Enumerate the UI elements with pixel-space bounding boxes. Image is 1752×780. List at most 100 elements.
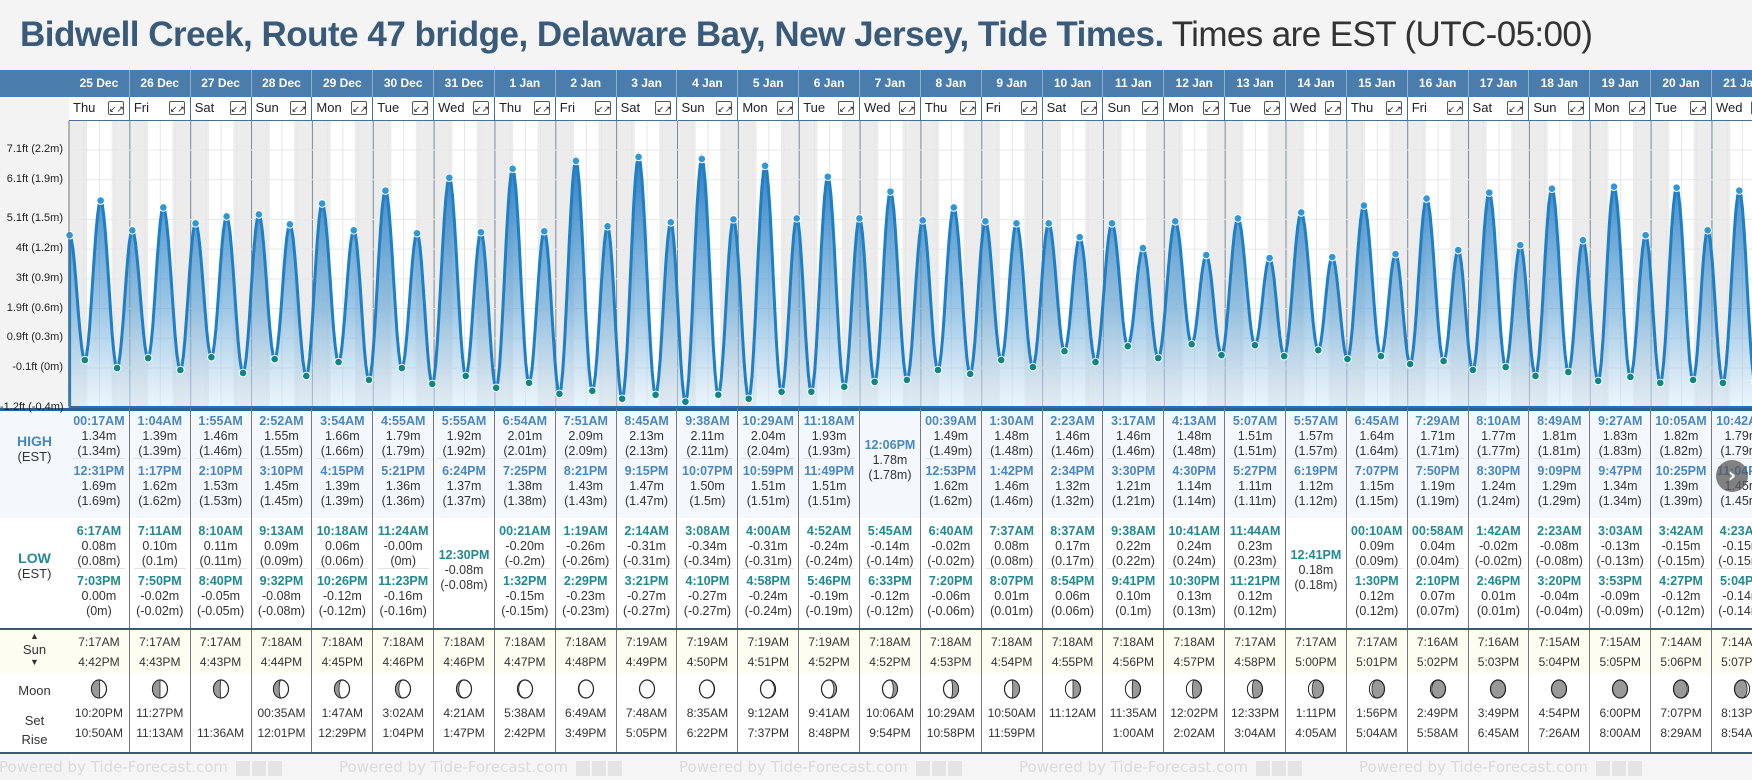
low-tide-point[interactable] — [588, 386, 597, 396]
low-tide-point[interactable] — [461, 371, 471, 381]
low-tide-point[interactable] — [176, 365, 185, 375]
low-tide-point[interactable] — [397, 363, 407, 373]
low-tide-point[interactable] — [364, 375, 374, 385]
high-tide-point[interactable] — [127, 225, 137, 235]
low-tide-point[interactable] — [524, 378, 534, 388]
high-tide-point[interactable] — [381, 186, 390, 195]
low-tide-point[interactable] — [996, 355, 1006, 365]
low-tide-point[interactable] — [1593, 376, 1603, 386]
next-arrow-button[interactable]: › — [1716, 460, 1748, 492]
high-tide-point[interactable] — [697, 154, 707, 164]
low-tide-point[interactable] — [902, 375, 912, 385]
low-tide-point[interactable] — [270, 354, 279, 364]
high-tide-point[interactable] — [317, 199, 327, 208]
low-tide-point[interactable] — [713, 390, 723, 400]
high-tide-point[interactable] — [1484, 188, 1494, 197]
high-tide-point[interactable] — [855, 214, 864, 223]
low-tide-point[interactable] — [1123, 341, 1133, 351]
low-tide-point[interactable] — [334, 357, 343, 367]
expand-icon[interactable]: ↙↗ — [351, 101, 367, 115]
expand-icon[interactable]: ↙↗ — [838, 101, 854, 115]
expand-icon[interactable]: ↙↗ — [1324, 101, 1341, 115]
low-tide-point[interactable] — [1439, 356, 1448, 366]
low-tide-point[interactable] — [1343, 354, 1352, 364]
low-tide-point[interactable] — [1187, 339, 1196, 349]
high-tide-point[interactable] — [792, 214, 802, 223]
low-tide-point[interactable] — [1718, 378, 1728, 388]
low-tide-point[interactable] — [681, 397, 690, 407]
expand-icon[interactable]: ↙↗ — [1142, 101, 1158, 115]
low-tide-point[interactable] — [555, 389, 564, 399]
expand-icon[interactable]: ↙↗ — [1203, 101, 1219, 115]
expand-icon[interactable]: ↙↗ — [594, 101, 611, 115]
high-tide-point[interactable] — [886, 187, 895, 196]
high-tide-point[interactable] — [571, 156, 581, 166]
expand-icon[interactable]: ↙↗ — [716, 101, 732, 115]
low-tide-point[interactable] — [1250, 340, 1260, 350]
sun-label[interactable]: ▲ Sun ▼ — [0, 630, 69, 669]
high-tide-point[interactable] — [1265, 253, 1274, 263]
expand-icon[interactable]: ↙↗ — [1446, 101, 1463, 115]
low-tide-point[interactable] — [112, 363, 122, 373]
low-tide-point[interactable] — [777, 387, 786, 397]
expand-icon[interactable]: ↙↗ — [1507, 101, 1523, 115]
high-tide-point[interactable] — [1609, 182, 1619, 191]
expand-icon[interactable]: ↙↗ — [472, 101, 489, 115]
low-tide-point[interactable] — [1091, 357, 1100, 367]
low-tide-point[interactable] — [1313, 345, 1323, 355]
high-tide-point[interactable] — [760, 161, 770, 171]
high-tide-point[interactable] — [1515, 240, 1525, 250]
low-tide-point[interactable] — [1501, 362, 1510, 372]
high-tide-point[interactable] — [603, 222, 612, 231]
low-tide-point[interactable] — [1531, 371, 1540, 381]
high-tide-point[interactable] — [254, 210, 264, 219]
low-tide-point[interactable] — [238, 368, 248, 378]
high-tide-point[interactable] — [1107, 219, 1117, 228]
high-tide-point[interactable] — [1422, 194, 1431, 203]
expand-icon[interactable]: ↙↗ — [412, 101, 428, 115]
high-tide-point[interactable] — [1170, 217, 1180, 226]
low-tide-point[interactable] — [491, 383, 501, 393]
high-tide-point[interactable] — [159, 203, 168, 212]
low-tide-point[interactable] — [839, 382, 849, 392]
low-tide-point[interactable] — [870, 377, 879, 387]
low-tide-point[interactable] — [965, 369, 975, 379]
high-tide-point[interactable] — [729, 215, 738, 224]
high-tide-point[interactable] — [1359, 201, 1369, 210]
low-tide-point[interactable] — [1028, 362, 1038, 372]
high-tide-point[interactable] — [412, 228, 422, 238]
expand-icon[interactable]: ↙↗ — [229, 101, 246, 115]
expand-icon[interactable]: ↙↗ — [777, 101, 793, 115]
high-tide-point[interactable] — [1547, 184, 1557, 193]
low-tide-point[interactable] — [617, 394, 627, 404]
high-tide-point[interactable] — [1703, 225, 1712, 235]
low-tide-point[interactable] — [744, 394, 753, 404]
high-tide-point[interactable] — [634, 152, 643, 162]
expand-icon[interactable]: ↙↗ — [290, 101, 306, 115]
low-tide-point[interactable] — [427, 379, 437, 389]
high-tide-point[interactable] — [1327, 252, 1337, 262]
high-tide-point[interactable] — [1201, 250, 1211, 260]
high-tide-point[interactable] — [1138, 243, 1148, 253]
high-tide-point[interactable] — [1641, 230, 1650, 240]
high-tide-point[interactable] — [1075, 232, 1085, 242]
low-tide-point[interactable] — [1564, 367, 1573, 377]
expand-icon[interactable]: ↙↗ — [533, 101, 550, 115]
expand-icon[interactable]: ↙↗ — [1689, 101, 1706, 115]
high-tide-point[interactable] — [508, 164, 517, 174]
high-tide-point[interactable] — [918, 216, 928, 225]
high-tide-point[interactable] — [96, 196, 105, 205]
high-tide-point[interactable] — [1453, 245, 1463, 255]
low-tide-point[interactable] — [1060, 346, 1069, 356]
high-tide-point[interactable] — [949, 203, 959, 212]
expand-icon[interactable]: ↙↗ — [959, 101, 976, 115]
low-tide-point[interactable] — [1468, 365, 1478, 375]
low-tide-point[interactable] — [933, 365, 943, 375]
low-tide-point[interactable] — [207, 352, 216, 362]
expand-icon[interactable]: ↙↗ — [1020, 101, 1037, 115]
high-tide-point[interactable] — [445, 173, 454, 183]
high-tide-point[interactable] — [823, 172, 833, 182]
high-tide-point[interactable] — [1044, 219, 1053, 228]
low-tide-point[interactable] — [1655, 378, 1665, 388]
expand-icon[interactable]: ↙↗ — [1263, 101, 1280, 115]
